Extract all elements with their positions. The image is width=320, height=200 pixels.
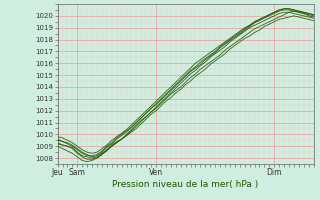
X-axis label: Pression niveau de la mer( hPa ): Pression niveau de la mer( hPa ) [112,180,259,189]
